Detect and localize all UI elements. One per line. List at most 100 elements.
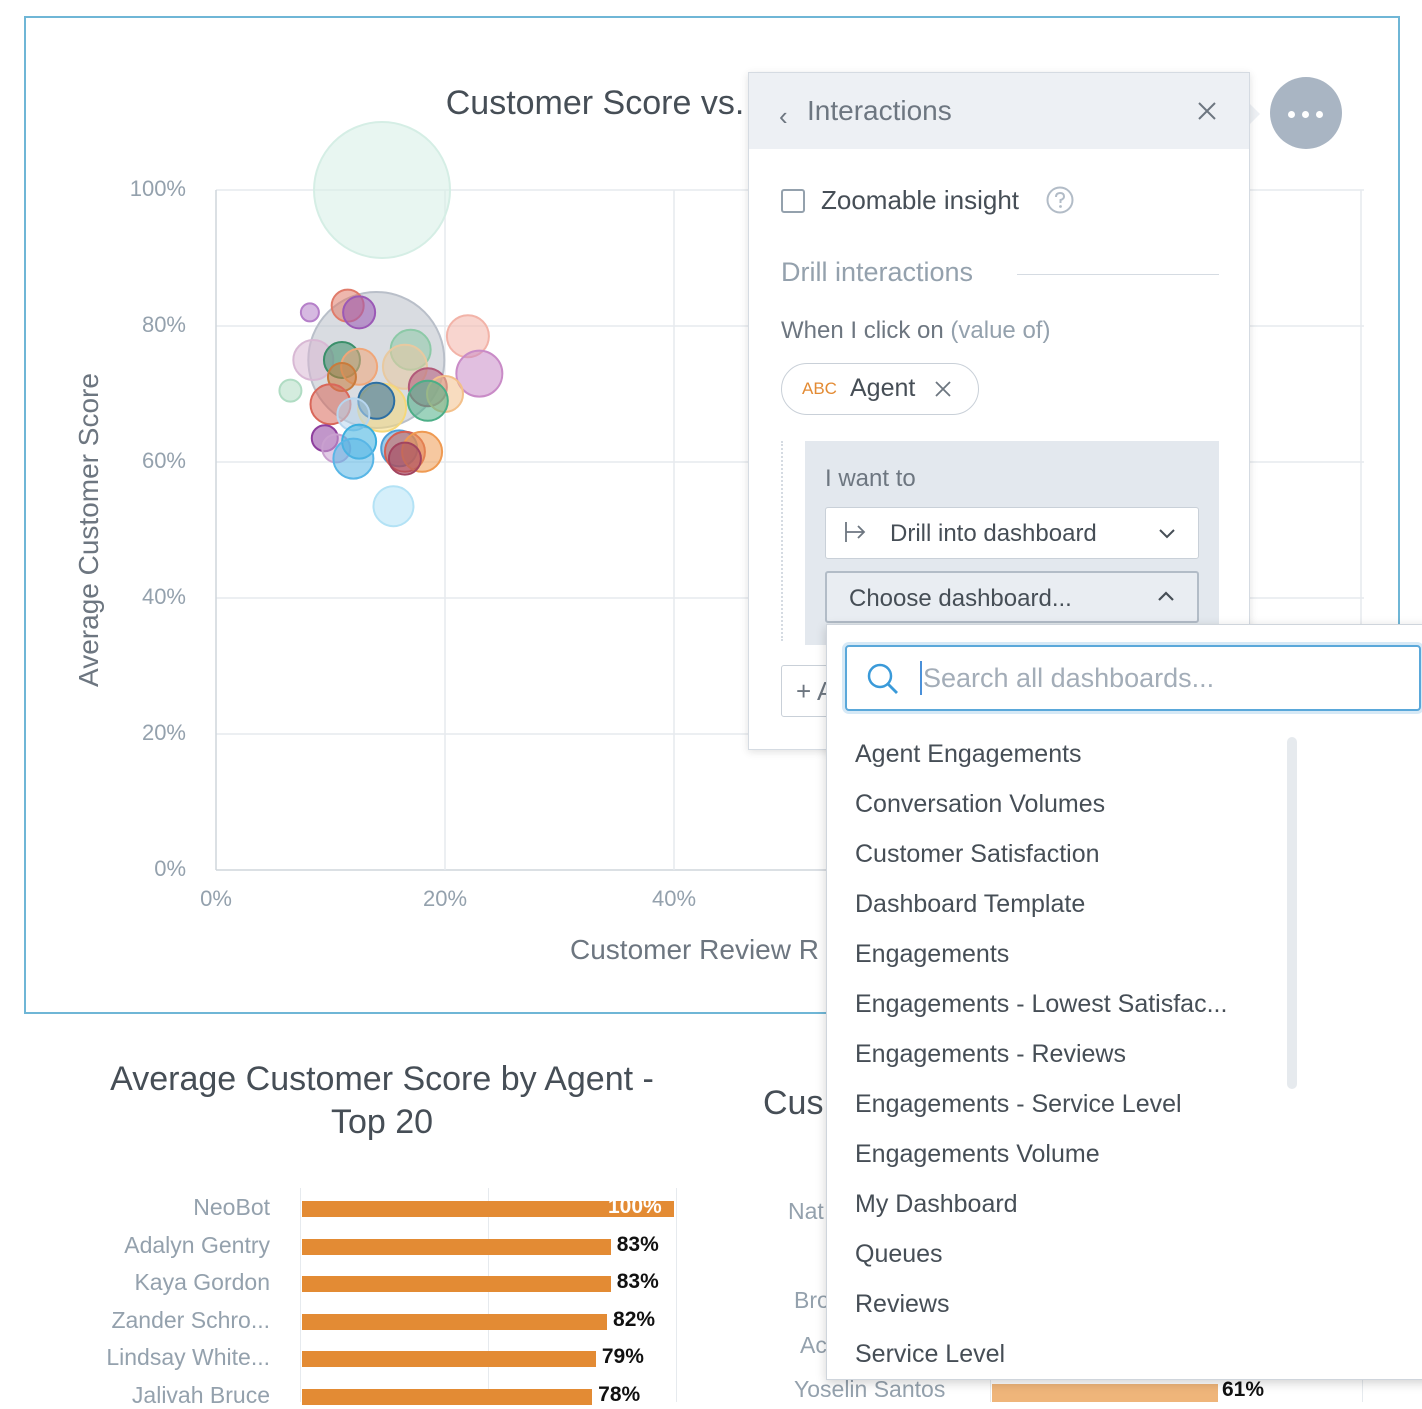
dashboard-option[interactable]: Customer Satisfaction [855,840,1100,868]
panel-header: ‹ Interactions [749,73,1249,149]
bar-value-label: 83% [616,1232,659,1256]
y-tick-label: 0% [154,856,186,881]
right-chart-label: Nat [788,1198,824,1224]
drill-action-select[interactable]: Drill into dashboard [825,507,1199,559]
dashboard-option[interactable]: Engagements - Lowest Satisfac... [855,990,1228,1018]
y-axis-title: Average Customer Score [73,373,104,687]
scatter-bubble[interactable] [372,485,415,528]
dashboard-option[interactable]: Engagements Volume [855,1140,1100,1168]
scatter-bubbles [278,121,504,528]
scatter-bubble[interactable] [342,295,377,330]
dashboard-option[interactable]: Agent Engagements [855,740,1082,768]
heading-divider [1017,274,1219,275]
scatter-chart-card [24,16,1400,1014]
zoomable-insight-checkbox[interactable] [781,189,805,213]
chevron-down-icon [1159,529,1175,539]
right-chart-bar [992,1384,1218,1402]
bar-chart-title: Average Customer Score by Agent - Top 20 [110,1060,654,1141]
bar-category-label: Zander Schro... [111,1306,270,1333]
bar-value-label: 79% [601,1345,644,1368]
dashboard-option[interactable]: Queues [855,1240,943,1268]
dashboard-option[interactable]: Engagements [855,940,1010,968]
when-click-label: When I click on (value of) [781,317,1050,345]
drill-into-dashboard-icon [845,522,866,542]
dashboard-option[interactable]: Dashboard Template [855,890,1086,918]
bar-value-label: 82% [613,1307,656,1331]
bar-gridline [300,1188,301,1402]
scatter-bubble[interactable] [313,121,452,259]
y-tick-label: 60% [141,448,186,473]
dashboard-option[interactable]: My Dashboard [855,1190,1018,1218]
bar[interactable] [302,1388,593,1405]
scatter-bubble[interactable] [387,441,422,476]
dashboard-option[interactable]: Reviews [855,1290,950,1318]
bar-gridline [488,1188,489,1402]
bar-category-label: Kaya Gordon [134,1269,270,1295]
dashboard-option[interactable]: Conversation Volumes [855,790,1106,818]
drill-connector [781,441,783,641]
right-chart-label: Bro [794,1287,830,1313]
bar[interactable] [302,1313,608,1330]
bar-category-label: Jalivah Bruce [131,1381,270,1408]
i-want-to-label: I want to [825,465,916,492]
y-tick-label: 80% [141,312,186,337]
attribute-type-icon: ABC [802,379,837,398]
y-tick-label: 20% [141,720,186,745]
panel-title[interactable]: Interactions [807,95,952,126]
chevron-left-icon[interactable]: ‹ [779,101,788,131]
x-axis-title: Customer Review R [570,934,819,965]
x-tick-label: 0% [200,886,232,911]
bar[interactable] [302,1276,611,1292]
choose-dashboard-select[interactable]: Choose dashboard... [825,571,1199,623]
when-click-suffix: (value of) [950,317,1051,344]
more-options-button[interactable] [1270,77,1342,149]
y-tick-label: 100% [129,176,186,201]
scatter-chart-title: Customer Score vs. [445,84,745,122]
dashboard-search-box[interactable] [845,645,1421,711]
scatter-bubble[interactable] [455,349,504,398]
dashboard-search-input[interactable] [923,659,1403,697]
right-chart-label: Ac [800,1332,827,1358]
drill-action-label: Drill into dashboard [890,520,1097,547]
scatter-bubble[interactable] [332,437,375,480]
dashboard-option[interactable]: Engagements - Service Level [855,1090,1182,1118]
bar-category-label: NeoBot [193,1194,270,1220]
right-chart-value-label: 61% [1222,1378,1265,1401]
bar-value-label: 78% [598,1382,641,1406]
dashboard-list: Agent Engagements Conversation Volumes Cus… [827,733,1287,1379]
text-caret [920,661,922,695]
more-horizontal-icon-dot [1302,111,1309,118]
scatter-bubble[interactable] [278,378,303,403]
zoomable-insight-label[interactable]: Zoomable insight [821,185,1019,215]
drill-action-block: I want to Drill into dashboard Choose da… [805,441,1219,645]
when-click-text: When I click on [781,317,944,344]
bar-gridline [676,1188,677,1402]
close-icon[interactable] [934,380,952,398]
chevron-up-icon [1158,591,1174,601]
more-horizontal-icon-dot [1316,111,1323,118]
panel-pointer [1248,102,1260,126]
x-tick-label: 20% [422,886,468,911]
bar[interactable] [302,1351,596,1367]
bar[interactable] [302,1238,611,1255]
choose-dashboard-label: Choose dashboard... [849,585,1072,612]
dashboard-dropdown: Agent Engagements Conversation Volumes Cus… [826,624,1422,1380]
chip-label: Agent [850,374,916,402]
agent-attribute-chip[interactable]: ABC Agent [781,363,979,415]
bar[interactable] [302,1201,674,1217]
bar-category-label: Adalyn Gentry [124,1231,270,1258]
drill-interactions-heading: Drill interactions [781,257,974,287]
right-chart-label: Yoselin Santos [794,1376,946,1402]
dashboard-option[interactable]: Engagements - Reviews [855,1040,1126,1068]
dashboard-option[interactable]: Service Level [855,1340,1006,1368]
bar-value-label: 83% [616,1270,659,1293]
dashboard-list-scrollbar[interactable] [1287,737,1297,1089]
question-circle-icon[interactable] [1045,185,1075,215]
x-tick-label: 40% [651,886,697,911]
close-icon[interactable] [1193,97,1221,125]
bar-category-label: Lindsay White... [106,1344,270,1370]
scatter-bubble[interactable] [299,302,320,323]
scatter-bubble[interactable] [406,379,449,422]
y-tick-label: 40% [141,584,186,609]
right-chart-title: Cus [763,1084,824,1122]
